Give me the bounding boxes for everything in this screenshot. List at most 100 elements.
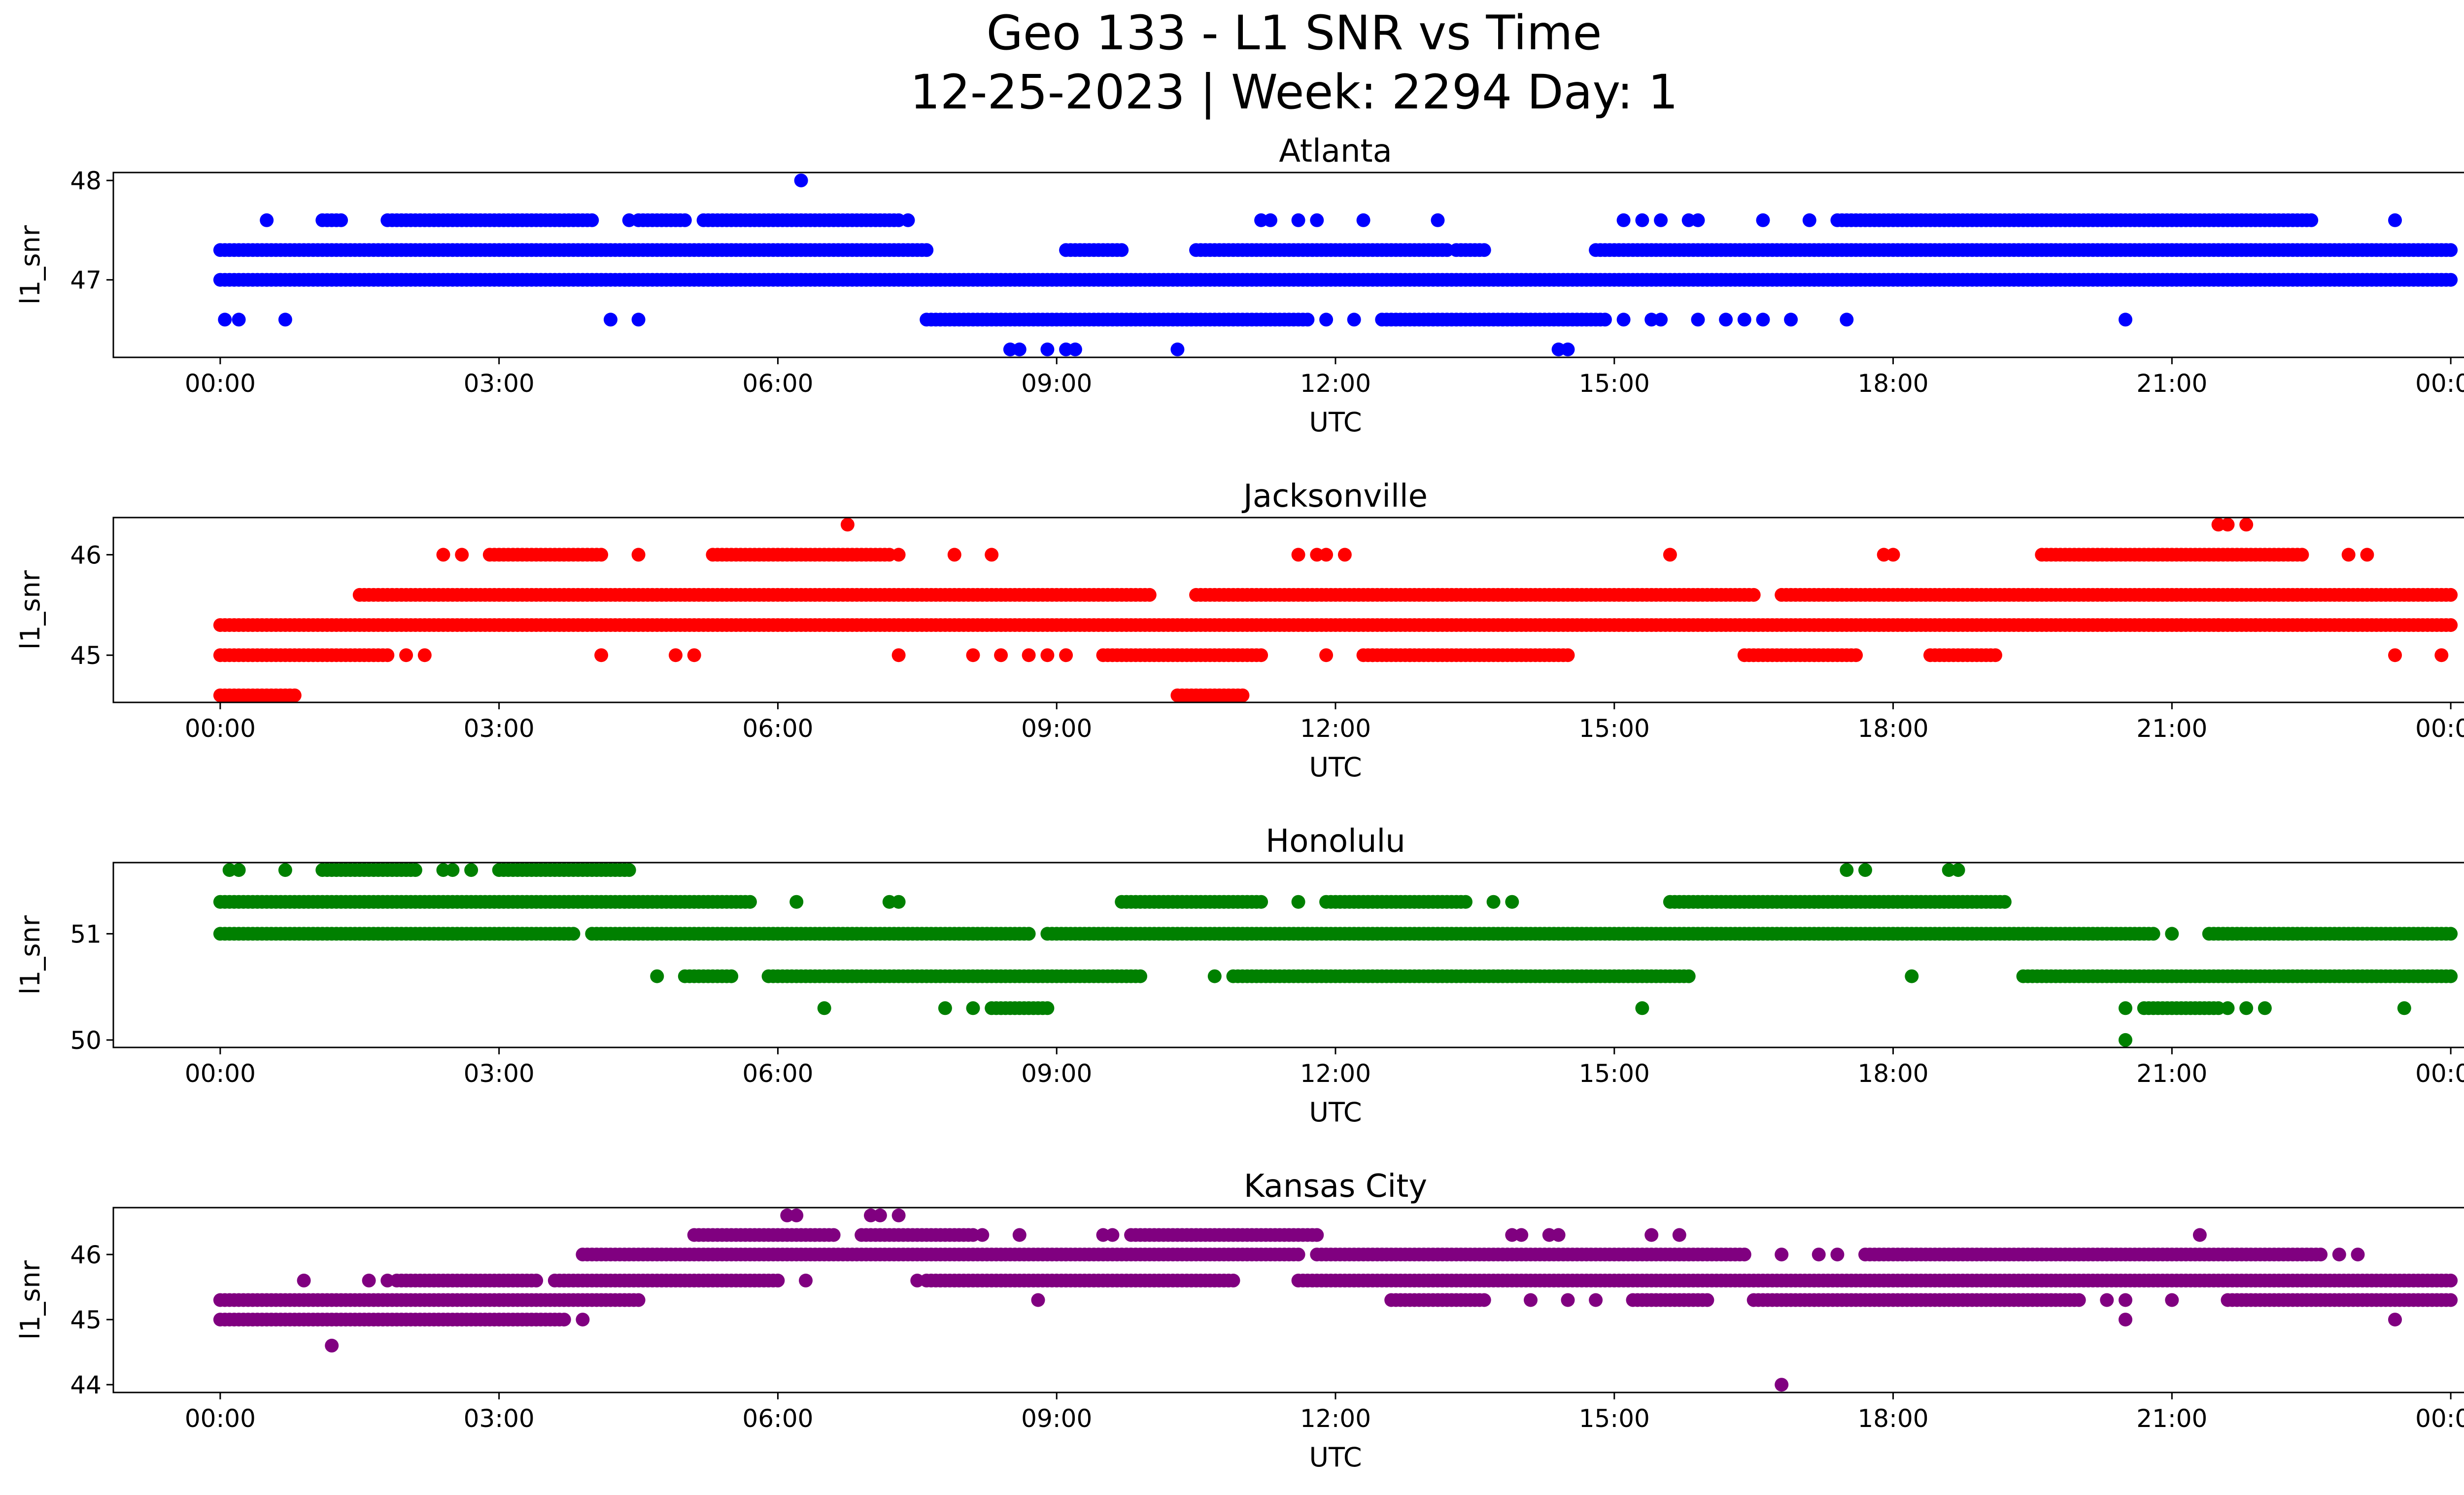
data-point: [380, 1273, 395, 1287]
figure-title-line1: Geo 133 - L1 SNR vs Time: [987, 5, 1602, 61]
x-tick-label: 12:00: [1300, 714, 1371, 743]
data-point: [399, 648, 413, 662]
data-point: [2444, 273, 2458, 287]
data-point: [1059, 648, 1073, 662]
data-point: [901, 213, 915, 227]
data-point: [1737, 1248, 1751, 1262]
x-tick-label: 18:00: [1858, 714, 1929, 743]
data-point: [445, 863, 460, 877]
data-point: [2239, 518, 2254, 532]
data-point: [2165, 1293, 2179, 1307]
x-tick-label: 18:00: [1858, 1404, 1929, 1433]
data-point: [1477, 1293, 1491, 1307]
data-point: [771, 1273, 785, 1287]
data-point: [1347, 313, 1361, 327]
data-point: [594, 548, 609, 562]
data-point: [966, 1001, 980, 1015]
data-point: [1840, 313, 1854, 327]
data-point: [2249, 618, 2263, 632]
data-point: [585, 213, 599, 227]
x-tick-label: 03:00: [464, 1404, 535, 1433]
data-point: [938, 1001, 952, 1015]
x-tick-label: 09:00: [1021, 369, 1092, 398]
data-point: [1477, 243, 1491, 257]
y-tick-label: 44: [70, 1371, 102, 1399]
data-point: [1291, 213, 1305, 227]
data-point: [1012, 342, 1027, 356]
data-point: [1654, 313, 1668, 327]
data-point: [1644, 1228, 1659, 1242]
data-point: [2100, 1293, 2114, 1307]
data-point: [891, 895, 906, 909]
data-point: [1784, 313, 1798, 327]
y-axis-label: l1_snr: [15, 915, 46, 995]
data-point: [2258, 1001, 2272, 1015]
x-tick-label: 18:00: [1858, 1059, 1929, 1088]
data-point: [1459, 895, 1472, 909]
data-point: [1068, 342, 1082, 356]
data-point: [529, 1273, 544, 1287]
data-point: [966, 648, 980, 662]
data-point: [1719, 313, 1733, 327]
data-point: [232, 313, 246, 327]
x-tick-label: 03:00: [464, 1059, 535, 1088]
x-tick-label: 21:00: [2136, 714, 2207, 743]
data-point: [687, 648, 701, 662]
x-tick-label: 18:00: [1858, 369, 1929, 398]
data-point: [380, 648, 395, 662]
data-point: [826, 1228, 841, 1242]
data-point: [278, 313, 292, 327]
data-point: [1366, 648, 1380, 662]
data-point: [1031, 1293, 1045, 1307]
data-point: [1022, 927, 1036, 941]
data-point: [455, 548, 469, 562]
y-tick-label: 46: [70, 541, 102, 569]
data-point: [1812, 1248, 1826, 1262]
x-tick-label: 15:00: [1579, 714, 1650, 743]
data-point: [1951, 863, 1965, 877]
data-point: [232, 863, 246, 877]
data-point: [576, 1313, 590, 1327]
data-point: [1737, 313, 1751, 327]
data-point: [2304, 213, 2319, 227]
data-point: [1319, 313, 1334, 327]
data-point: [994, 648, 1008, 662]
data-point: [334, 213, 348, 227]
y-tick-label: 46: [70, 1241, 102, 1269]
data-point: [1022, 648, 1036, 662]
data-point: [557, 1313, 571, 1327]
y-axis-label: l1_snr: [15, 225, 46, 305]
data-point: [1431, 213, 1445, 227]
data-point: [1319, 548, 1334, 562]
data-point: [2332, 1248, 2346, 1262]
y-axis-label: l1_snr: [15, 570, 46, 650]
data-point: [1115, 243, 1129, 257]
data-point: [1756, 313, 1770, 327]
x-tick-label: 00:00: [2415, 369, 2464, 398]
x-tick-label: 15:00: [1579, 1404, 1650, 1433]
x-tick-label: 06:00: [742, 1404, 813, 1433]
data-point: [417, 648, 432, 662]
data-point: [1840, 863, 1854, 877]
x-tick-label: 00:00: [185, 369, 256, 398]
data-point: [1524, 1293, 1538, 1307]
data-point: [2295, 548, 2309, 562]
x-axis-label: UTC: [1309, 1442, 1362, 1473]
data-point: [2351, 1248, 2365, 1262]
x-tick-label: 06:00: [742, 1059, 813, 1088]
data-point: [594, 648, 609, 662]
data-point: [1291, 1248, 1305, 1262]
data-point: [1310, 213, 1324, 227]
data-point: [817, 1001, 831, 1015]
y-tick-label: 45: [70, 1306, 102, 1334]
data-point: [1802, 213, 1816, 227]
data-point: [891, 548, 906, 562]
data-point: [1486, 895, 1501, 909]
x-tick-label: 09:00: [1021, 714, 1092, 743]
data-point: [436, 548, 450, 562]
x-tick-label: 12:00: [1300, 369, 1371, 398]
scatter-points: [213, 518, 2458, 702]
